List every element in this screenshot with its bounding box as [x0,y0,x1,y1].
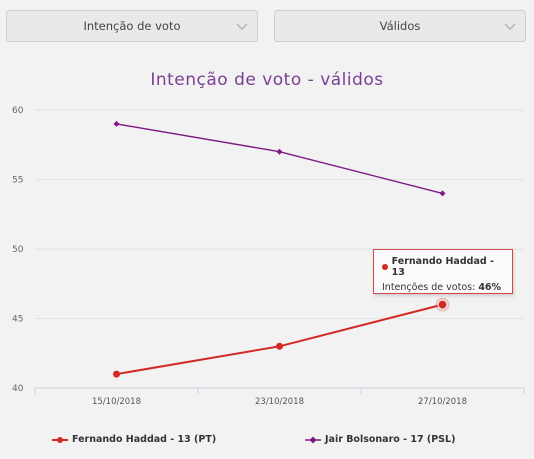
y-tick-label: 55 [12,176,23,186]
legend-label-haddad: Fernando Haddad - 13 (PT) [72,434,217,445]
legend-marker-bolsonaro [305,436,321,443]
legend-item-bolsonaro[interactable]: Jair Bolsonaro - 17 (PSL) [305,434,455,445]
y-tick-label: 40 [12,384,24,394]
base-dropdown-label: Válidos [379,19,421,33]
data-point [437,299,448,310]
x-tick-label: 15/10/2018 [92,397,141,407]
x-tick-label: 23/10/2018 [255,397,304,407]
y-tick-label: 60 [12,106,24,116]
base-dropdown[interactable]: Válidos [274,10,526,42]
tooltip-value: 46% [478,282,502,293]
data-tooltip: Fernando Haddad - 13 Intenções de votos:… [373,249,513,294]
series-line-0 [116,303,443,376]
y-tick-label: 45 [12,315,23,325]
chart-legend: Fernando Haddad - 13 (PT) Jair Bolsonaro… [0,434,534,448]
chart-title: Intenção de voto - válidos [150,70,384,90]
legend-item-haddad[interactable]: Fernando Haddad - 13 (PT) [52,434,216,445]
data-point [276,342,283,350]
data-point [113,120,120,127]
data-point [439,190,446,197]
data-point [113,370,120,378]
legend-marker-haddad [52,436,68,443]
chevron-down-icon [504,23,516,31]
tooltip-title: Fernando Haddad - 13 [391,256,494,278]
series-line-1 [116,123,443,195]
tooltip-series-dot [382,264,388,270]
line-chart: 40 45 50 55 60 15/10/2018 23/10/2018 27/10/2018 [12,106,525,407]
chevron-down-icon [236,23,248,31]
tooltip-label: Intenções de votos: [382,282,476,293]
data-point [276,148,283,155]
y-tick-label: 50 [12,245,24,255]
x-tick-label: 27/10/2018 [418,397,467,407]
metric-dropdown-label: Intenção de voto [83,19,181,33]
legend-label-bolsonaro: Jair Bolsonaro - 17 (PSL) [325,434,456,445]
metric-dropdown[interactable]: Intenção de voto [6,10,258,42]
